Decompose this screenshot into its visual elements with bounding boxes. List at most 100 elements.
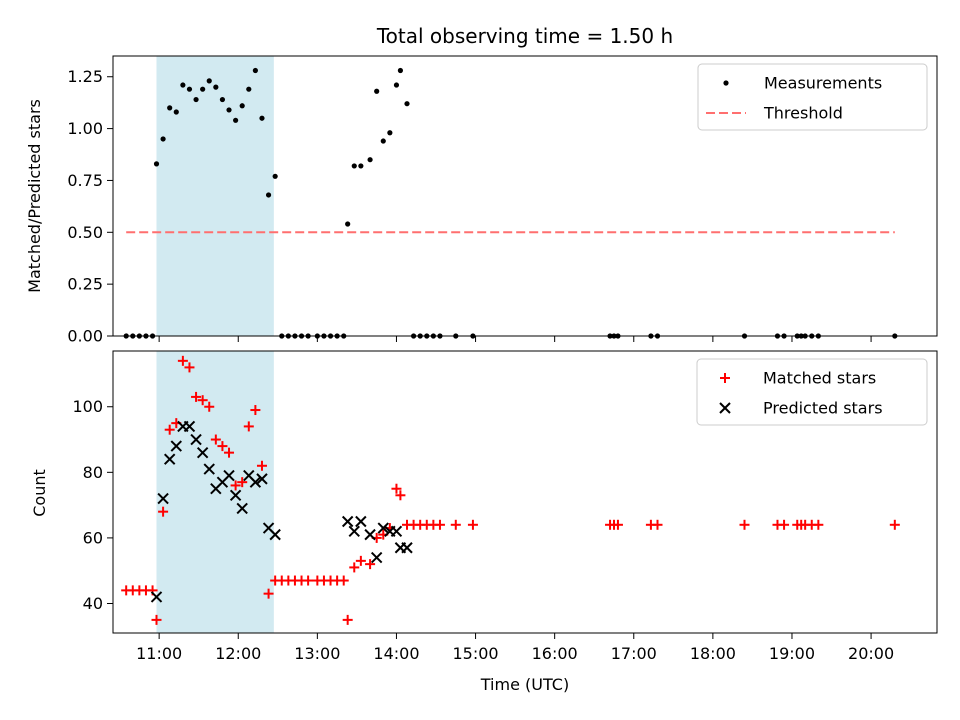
data-point xyxy=(269,528,281,541)
data-point xyxy=(163,453,176,465)
data-point xyxy=(223,469,235,482)
y-tick-label: 40 xyxy=(83,594,103,613)
legend-entry: Matched stars xyxy=(720,369,876,388)
data-point xyxy=(204,401,215,412)
data-point xyxy=(250,405,261,416)
data-point xyxy=(338,575,349,586)
highlight-span-band xyxy=(156,56,274,336)
top-legend: Measurements Threshold xyxy=(697,63,928,131)
x-tick-label: 11:00 xyxy=(136,644,182,663)
y-tick-label: 60 xyxy=(83,528,103,547)
data-point xyxy=(193,96,199,103)
x-tick-label: 19:00 xyxy=(769,644,815,663)
data-point xyxy=(256,473,268,485)
data-point xyxy=(190,433,202,446)
data-point xyxy=(355,555,366,566)
x-tick-label: 13:00 xyxy=(294,644,340,663)
data-point xyxy=(341,515,354,528)
data-point xyxy=(186,86,193,92)
data-point xyxy=(355,515,367,528)
y-tick-label: 0.50 xyxy=(67,223,103,242)
data-point xyxy=(173,109,179,115)
data-point xyxy=(342,614,353,625)
data-point xyxy=(370,551,383,564)
data-point xyxy=(259,115,265,121)
data-point xyxy=(157,492,169,505)
highlight-span-band xyxy=(156,351,274,633)
data-point xyxy=(217,441,228,452)
data-point xyxy=(272,173,278,179)
data-point xyxy=(153,161,160,167)
data-point xyxy=(177,355,188,366)
data-point xyxy=(434,519,445,530)
data-point xyxy=(739,519,750,530)
top-y-ticks: 0.00 0.25 0.50 0.75 1.00 1.25 xyxy=(67,67,113,346)
data-point xyxy=(210,434,221,445)
bottom-highlight-span xyxy=(156,351,274,633)
bottom-axes-frame xyxy=(112,350,938,634)
series-matched-stars xyxy=(121,355,900,625)
data-point xyxy=(349,562,360,573)
data-point xyxy=(345,221,351,227)
data-point xyxy=(467,519,478,530)
y-tick-label: 1.25 xyxy=(67,67,103,86)
legend-label: Threshold xyxy=(763,104,843,123)
bottom-x-ticks: 11:00 12:00 13:00 14:00 15:00 16:00 17:00 18:00… xyxy=(136,633,894,663)
data-point xyxy=(303,575,314,586)
legend-label: Measurements xyxy=(764,74,882,93)
data-point xyxy=(191,391,202,402)
legend-handle xyxy=(720,373,730,383)
bottom-y-ticks: 40 60 80 100 xyxy=(72,397,113,613)
legend-entry: Threshold xyxy=(706,104,843,123)
legend-box xyxy=(696,358,928,426)
data-point xyxy=(364,528,376,541)
top-axes-frame xyxy=(112,55,938,337)
y-tick-label: 0.75 xyxy=(67,171,103,190)
data-point xyxy=(219,96,226,103)
data-point xyxy=(256,460,267,471)
y-tick-label: 0.25 xyxy=(67,275,103,294)
x-tick-label: 20:00 xyxy=(848,644,894,663)
data-point xyxy=(652,519,663,530)
data-point xyxy=(184,362,195,373)
legend-label: Matched stars xyxy=(763,369,876,388)
data-point xyxy=(230,480,241,491)
x-axis-label: Time (UTC) xyxy=(480,675,569,694)
data-point xyxy=(889,519,900,530)
data-point xyxy=(779,519,790,530)
data-point xyxy=(236,502,248,515)
data-point xyxy=(377,522,389,534)
data-point xyxy=(233,117,239,123)
top-y-axis-label: Matched/Predicted stars xyxy=(25,99,44,293)
legend-handle xyxy=(723,80,729,86)
data-point xyxy=(213,84,219,90)
data-point xyxy=(401,542,413,554)
data-point xyxy=(390,525,403,538)
x-tick-label: 12:00 xyxy=(215,644,261,663)
data-point xyxy=(206,78,212,84)
data-point xyxy=(170,440,182,452)
data-point xyxy=(367,157,373,163)
data-point xyxy=(183,420,196,433)
data-point xyxy=(200,86,206,92)
data-point xyxy=(243,421,254,432)
top-highlight-span xyxy=(156,56,274,336)
data-point xyxy=(358,163,364,169)
data-point xyxy=(239,103,245,109)
bottom-plot-marks xyxy=(121,355,900,625)
data-point xyxy=(246,86,252,92)
data-point xyxy=(612,519,623,530)
data-point xyxy=(395,490,406,501)
data-point xyxy=(203,463,215,475)
data-point xyxy=(224,447,235,458)
data-point xyxy=(387,130,393,136)
chart-title: Total observing time = 1.50 h xyxy=(376,24,673,48)
data-point xyxy=(180,82,186,88)
data-point xyxy=(249,476,262,488)
data-point xyxy=(164,424,175,435)
data-point xyxy=(167,105,173,111)
data-point xyxy=(365,559,376,570)
data-point xyxy=(158,506,169,517)
legend-box xyxy=(697,63,928,131)
